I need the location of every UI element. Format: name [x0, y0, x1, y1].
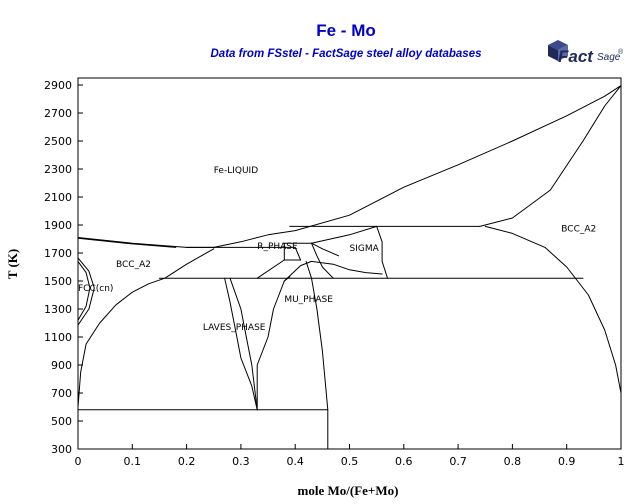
- phase-boundary-bcc-solvus-fe-side: [77, 248, 215, 408]
- region-label: Fe-LIQUID: [214, 166, 258, 176]
- chart-title: Fe - Mo: [316, 21, 376, 40]
- region-label: LAVES_PHASE: [203, 323, 266, 333]
- plot-frame: [77, 77, 622, 450]
- region-label: BCC_A2: [116, 260, 151, 270]
- y-tick-label: 500: [51, 415, 72, 428]
- y-tick-label: 1500: [44, 275, 72, 288]
- region-label: R_PHASE: [257, 242, 298, 252]
- y-tick-label: 900: [51, 359, 72, 372]
- phase-boundary-r-phase-left-diag: [256, 259, 285, 279]
- y-tick-label: 2700: [44, 107, 72, 120]
- region-label: MU_PHASE: [284, 295, 333, 305]
- x-tick-label: 0.8: [504, 455, 522, 468]
- phase-boundary-mu-bottom-curve: [283, 260, 383, 282]
- axis-ticks: 0 0.1 0.2 0.3 0.4 0.5 0.6 0.7 0.8 0.9 130050070090…: [44, 79, 625, 468]
- logo-registered-mark: ®: [618, 48, 624, 56]
- x-tick-label: 0.6: [395, 455, 413, 468]
- region-labels: Fe-LIQUID BCC_A2 BCC_A2 FCC(cn) R_PHASE SIGMA…: [78, 166, 596, 333]
- y-tick-label: 1900: [44, 219, 72, 232]
- x-tick-label: 0.3: [232, 455, 250, 468]
- y-tick-label: 2300: [44, 163, 72, 176]
- phase-boundary-solidus-fe-side: [77, 237, 177, 248]
- phase-boundary-laves-right: [229, 277, 258, 411]
- phase-boundary-gamma-loop-outer: [77, 257, 95, 326]
- y-tick-label: 1300: [44, 303, 72, 316]
- chart-subtitle: Data from FSstel - FactSage steel alloy …: [211, 48, 482, 60]
- phase-boundary-laves-left: [224, 277, 258, 411]
- phase-boundary-sigma-top: [311, 225, 378, 244]
- factsage-logo: Fact Sage ®: [548, 40, 624, 66]
- x-axis-title: mole Mo/(Fe+Mo): [298, 483, 399, 498]
- x-tick-label: 0.9: [558, 455, 576, 468]
- region-label: SIGMA: [350, 244, 380, 254]
- phase-boundary-gamma-loop-inner: [77, 260, 91, 321]
- region-label: FCC(cn): [78, 284, 113, 294]
- x-tick-label: 0.4: [286, 455, 304, 468]
- phase-boundary-r-phase-right: [294, 246, 302, 261]
- y-tick-label: 1100: [44, 331, 72, 344]
- phase-boundary-sigma-left-upper: [311, 242, 340, 257]
- phase-boundary-solidus-mo-side: [479, 85, 622, 227]
- y-tick-label: 2500: [44, 135, 72, 148]
- region-label: BCC_A2: [561, 224, 596, 234]
- factsage-cube-icon: [548, 40, 568, 61]
- y-tick-label: 300: [51, 443, 72, 456]
- y-axis-title: T (K): [5, 249, 20, 279]
- phase-boundary-liquidus-fe-side: [77, 237, 215, 248]
- x-tick-label: 0.5: [341, 455, 359, 468]
- x-tick-label: 0.2: [178, 455, 196, 468]
- y-tick-label: 2900: [44, 79, 72, 92]
- phase-boundaries: [77, 85, 622, 450]
- y-tick-label: 2100: [44, 191, 72, 204]
- y-tick-label: 1700: [44, 247, 72, 260]
- phase-boundary-sigma-left-lower: [311, 242, 334, 279]
- phase-boundary-mu-right: [305, 260, 329, 450]
- x-tick-label: 0: [75, 455, 82, 468]
- phase-boundary-bcc-solvus-mo-side: [484, 225, 622, 394]
- x-tick-label: 0.7: [449, 455, 467, 468]
- x-tick-label: 0.1: [124, 455, 142, 468]
- phase-boundary-sigma-right: [376, 225, 388, 279]
- logo-suffix: Sage: [597, 52, 621, 63]
- x-tick-label: 1: [618, 455, 625, 468]
- y-tick-label: 700: [51, 387, 72, 400]
- phase-boundary-liquidus-main: [213, 85, 622, 248]
- logo-brand: Fact: [558, 47, 594, 66]
